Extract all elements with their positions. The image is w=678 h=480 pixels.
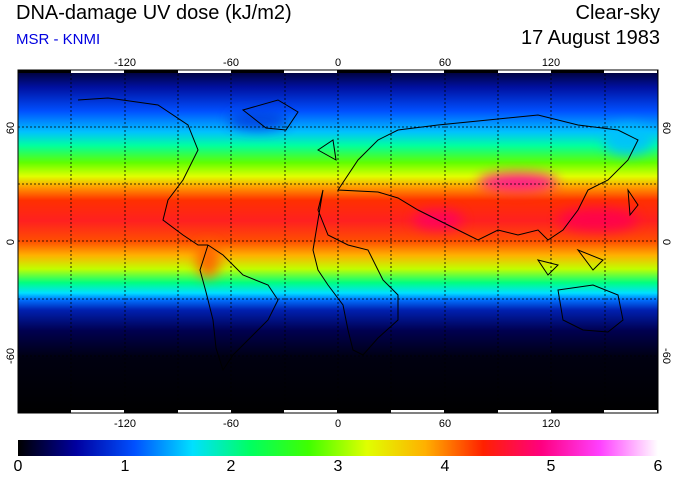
- lon-label-top: -60: [223, 57, 239, 69]
- colorbar-tick: 5: [546, 458, 556, 475]
- colorbar-tick: 2: [226, 458, 236, 475]
- sky-mode: Clear-sky: [575, 2, 660, 24]
- lon-label-top: -120: [114, 57, 136, 69]
- lon-label-bottom: -120: [114, 418, 136, 430]
- data-source: MSR - KNMI: [16, 31, 101, 48]
- uv-dose-map: [18, 70, 658, 413]
- lon-label-top: 120: [542, 57, 560, 69]
- colorbar-tick: 1: [120, 458, 130, 475]
- lat-label-right: -60: [660, 348, 672, 364]
- colorbar-tick: 3: [333, 458, 343, 475]
- lat-label-left: 60: [5, 122, 17, 134]
- colorbar-tick: 6: [653, 458, 663, 475]
- lon-label-bottom: 0: [335, 418, 341, 430]
- graticule: [18, 70, 658, 413]
- uv-hotspots: [196, 110, 653, 278]
- lon-label-bottom: 120: [542, 418, 560, 430]
- lon-label-bottom: 60: [439, 418, 451, 430]
- lon-label-top: 60: [439, 57, 451, 69]
- colorbar: [18, 440, 658, 456]
- lat-label-left: 0: [5, 239, 17, 245]
- lon-label-top: 0: [335, 57, 341, 69]
- colorbar-tick: 0: [13, 458, 23, 475]
- lon-label-bottom: -60: [223, 418, 239, 430]
- map-title: DNA-damage UV dose (kJ/m2): [16, 2, 292, 24]
- lat-label-right: 60: [660, 122, 672, 134]
- map-date: 17 August 1983: [520, 27, 660, 49]
- lat-label-left: -60: [5, 348, 17, 364]
- colorbar-tick: 4: [440, 458, 450, 475]
- lat-label-right: 0: [660, 239, 672, 245]
- coastlines: [77, 97, 639, 372]
